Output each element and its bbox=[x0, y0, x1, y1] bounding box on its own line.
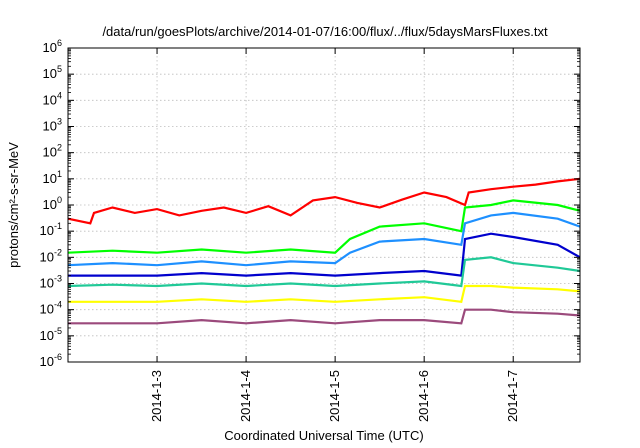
x-tick-label: 2014-1-5 bbox=[327, 370, 342, 422]
y-tick-label: 104 bbox=[43, 90, 62, 107]
y-tick-label: 10-4 bbox=[40, 300, 62, 317]
x-tick-label: 2014-1-6 bbox=[416, 370, 431, 422]
y-tick-label: 100 bbox=[43, 195, 62, 212]
series-line-6 bbox=[68, 284, 581, 304]
series-line-1 bbox=[67, 177, 581, 225]
y-tick-label: 102 bbox=[43, 143, 62, 160]
series-line-5 bbox=[67, 256, 581, 288]
y-tick-label: 10-5 bbox=[40, 326, 62, 343]
y-tick-label: 10-6 bbox=[40, 352, 62, 369]
series-line-2 bbox=[67, 199, 581, 254]
x-tick-label: 2014-1-3 bbox=[149, 370, 164, 422]
chart-title: /data/run/goesPlots/archive/2014-01-07/1… bbox=[102, 24, 548, 39]
y-tick-label: 10-1 bbox=[40, 221, 62, 238]
y-tick-label: 103 bbox=[43, 117, 62, 134]
y-axis-label: protons/cm²-s-sr-MeV bbox=[6, 142, 21, 268]
series-line-7 bbox=[68, 308, 581, 325]
x-axis-ticks: 2014-1-3 2014-1-4 2014-1-5 2014-1-6 2014-1-7 bbox=[149, 48, 520, 422]
series-line-3 bbox=[67, 211, 581, 267]
y-tick-label: 106 bbox=[43, 38, 62, 55]
x-tick-label: 2014-1-4 bbox=[238, 370, 253, 422]
y-tick-label: 10-2 bbox=[40, 247, 62, 264]
x-tick-label: 2014-1-7 bbox=[505, 370, 520, 422]
y-tick-label: 105 bbox=[43, 64, 62, 81]
y-tick-label: 101 bbox=[43, 169, 62, 186]
series-lines bbox=[67, 177, 581, 325]
y-tick-label: 10-3 bbox=[40, 274, 62, 291]
grid bbox=[68, 48, 580, 362]
series-line-4 bbox=[68, 232, 581, 277]
x-axis-label: Coordinated Universal Time (UTC) bbox=[224, 428, 423, 443]
y-axis-ticks: 10-6 10-5 10-4 10-3 10-2 10-1 100 101 102 103 104 1… bbox=[40, 38, 580, 369]
